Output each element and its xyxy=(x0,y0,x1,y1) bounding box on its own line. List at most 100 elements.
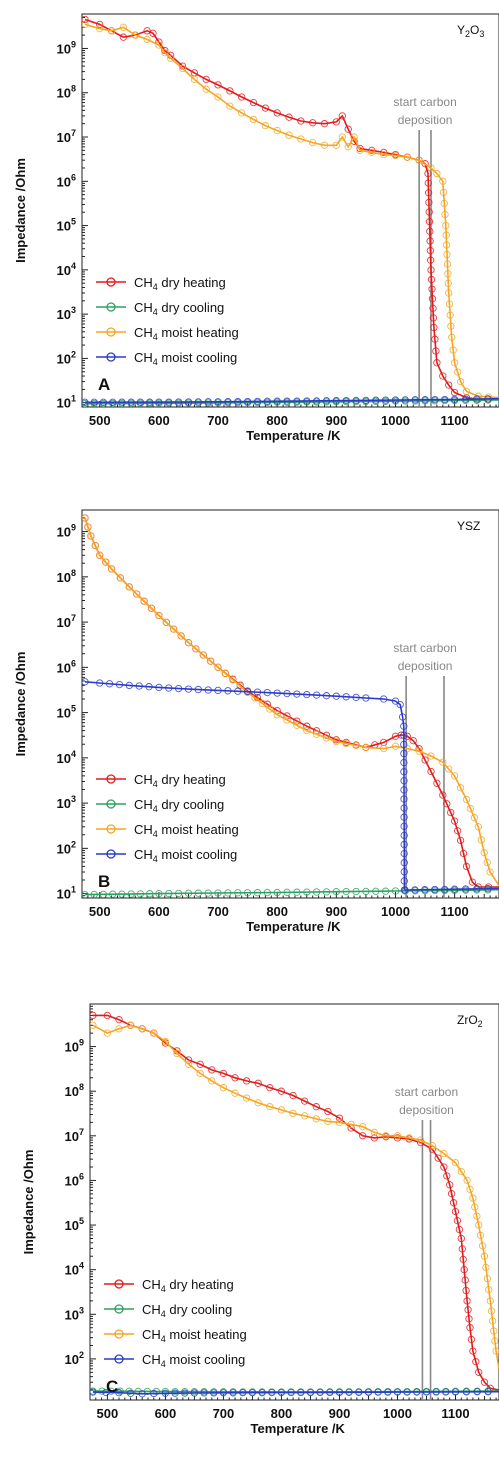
data-point xyxy=(355,1388,363,1396)
data-point xyxy=(102,1388,110,1397)
data-point xyxy=(309,119,317,127)
data-point xyxy=(332,141,340,149)
data-point xyxy=(82,890,89,898)
legend-swatch-marker xyxy=(114,1354,124,1364)
data-point xyxy=(444,279,452,288)
data-point xyxy=(427,256,435,264)
data-point xyxy=(119,33,128,41)
data-point xyxy=(312,397,321,405)
data-point xyxy=(208,1066,216,1074)
data-point xyxy=(440,199,448,208)
plot-frame xyxy=(81,13,499,408)
data-point xyxy=(424,169,432,178)
data-point xyxy=(115,1389,123,1397)
data-point xyxy=(150,1029,158,1037)
data-point xyxy=(359,1123,367,1131)
data-point xyxy=(449,346,457,354)
data-point xyxy=(400,822,408,830)
data-point xyxy=(473,395,481,403)
data-point xyxy=(457,1234,465,1243)
y-tick-label: 106 xyxy=(65,1171,84,1188)
data-point xyxy=(400,831,408,840)
series-line-moist-heating xyxy=(84,517,499,887)
data-point xyxy=(99,890,108,898)
data-point xyxy=(488,1317,497,1325)
data-point xyxy=(455,1225,464,1234)
data-point xyxy=(342,887,350,896)
data-point xyxy=(425,198,433,207)
data-point xyxy=(421,160,429,168)
data-point xyxy=(146,890,154,898)
data-point xyxy=(90,1388,97,1396)
data-point xyxy=(303,726,311,735)
data-point xyxy=(368,146,376,155)
series-group xyxy=(90,1011,499,1398)
data-point xyxy=(242,1077,251,1085)
x-tick-label: 900 xyxy=(325,413,347,428)
data-point xyxy=(342,396,350,405)
y-axis-title: Impedance /Ohm xyxy=(13,652,28,757)
data-point xyxy=(82,678,89,686)
data-point xyxy=(287,1388,295,1397)
data-point xyxy=(432,347,440,355)
y-tick-label: 106 xyxy=(57,172,76,189)
data-point xyxy=(449,1199,458,1207)
data-point xyxy=(322,397,331,405)
data-point xyxy=(174,398,183,406)
legend-label: CH4 dry heating xyxy=(142,1277,234,1294)
data-point xyxy=(482,1263,490,1272)
data-point xyxy=(480,1378,489,1386)
data-point xyxy=(427,275,436,284)
data-point xyxy=(143,35,151,44)
data-point xyxy=(428,285,436,293)
x-tick-label: 600 xyxy=(148,413,170,428)
data-point xyxy=(456,377,465,386)
data-point xyxy=(115,1025,123,1033)
data-point xyxy=(125,1387,133,1395)
data-point xyxy=(384,1388,392,1396)
data-point xyxy=(263,688,271,697)
data-point xyxy=(401,886,409,894)
data-point xyxy=(263,888,271,897)
legend: CH4 dry heating CH4 dry cooling CH4 moist … xyxy=(96,772,239,864)
data-point xyxy=(96,679,104,687)
data-point xyxy=(301,1097,309,1105)
data-point xyxy=(173,1049,181,1058)
data-point xyxy=(253,397,262,406)
data-point xyxy=(400,795,408,803)
data-point xyxy=(450,885,459,893)
data-point xyxy=(312,1115,320,1123)
x-tick-label: 500 xyxy=(89,904,111,919)
data-point xyxy=(116,574,125,582)
legend-swatch-marker xyxy=(106,327,116,337)
data-point xyxy=(136,398,145,406)
legend-swatch-marker xyxy=(106,774,116,784)
data-point xyxy=(102,558,110,566)
data-point xyxy=(229,1389,237,1397)
y-tick-label: 102 xyxy=(57,349,76,366)
data-point xyxy=(391,742,400,750)
data-point xyxy=(224,889,232,897)
data-point xyxy=(427,767,435,776)
data-point xyxy=(82,20,89,29)
data-point xyxy=(405,1134,413,1142)
x-tick-label: 800 xyxy=(266,904,288,919)
data-point xyxy=(249,98,258,107)
data-point xyxy=(344,143,352,151)
data-point xyxy=(442,241,451,249)
data-point xyxy=(155,611,163,620)
data-point xyxy=(167,54,175,62)
data-point xyxy=(381,887,390,895)
x-tick-label: 1100 xyxy=(441,413,469,428)
data-point xyxy=(439,372,447,380)
data-point xyxy=(487,1307,496,1315)
data-point xyxy=(303,397,311,405)
data-point xyxy=(456,836,465,845)
data-point xyxy=(214,81,222,89)
data-point xyxy=(161,49,169,57)
x-axis-title: Temperature /K xyxy=(246,428,341,443)
data-point xyxy=(229,676,237,684)
data-point xyxy=(273,711,281,719)
data-point xyxy=(448,333,456,341)
x-tick-label: 1000 xyxy=(381,904,410,919)
